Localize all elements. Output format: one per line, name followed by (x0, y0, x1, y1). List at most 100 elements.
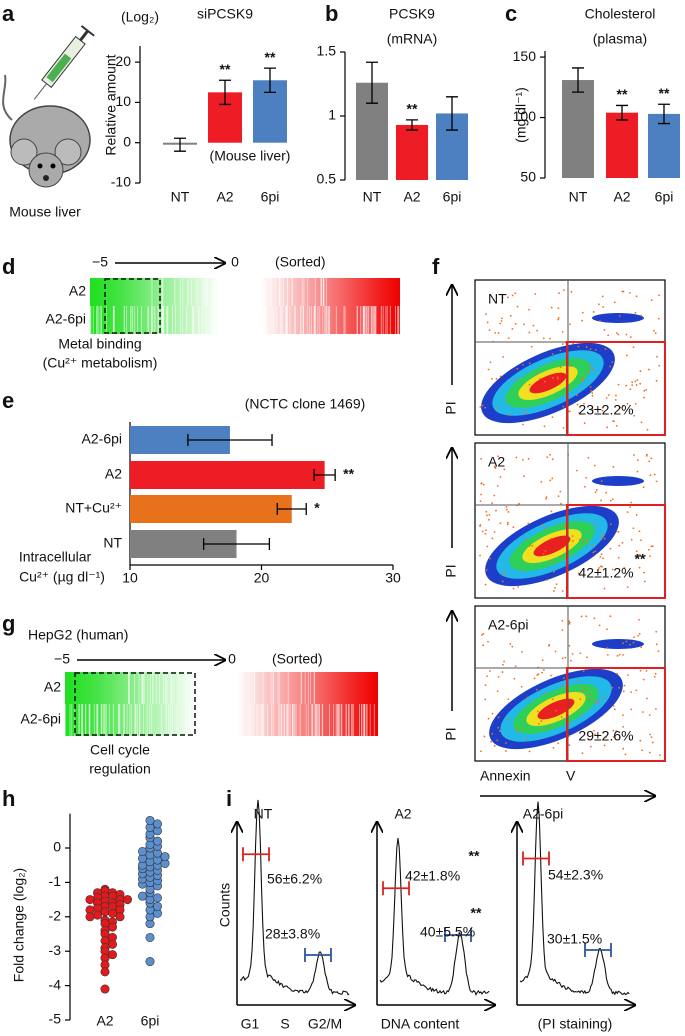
event (585, 346, 588, 348)
event (626, 402, 629, 405)
event (603, 697, 606, 699)
event (556, 378, 559, 380)
event (518, 502, 520, 505)
error-bar (658, 103, 670, 125)
event (583, 422, 586, 425)
event (625, 640, 628, 643)
event (535, 688, 538, 691)
event (639, 669, 642, 672)
event (582, 670, 585, 672)
event (561, 590, 564, 592)
event (633, 636, 635, 639)
histogram-curve (519, 801, 630, 996)
event (524, 412, 527, 415)
event (480, 457, 483, 460)
g2m-range (304, 948, 332, 962)
event (506, 296, 509, 299)
event (638, 530, 641, 533)
event (505, 742, 507, 744)
x-tick-label: 6pi (261, 189, 280, 205)
dot (100, 984, 110, 994)
event (491, 712, 494, 715)
dot (108, 908, 118, 918)
error-bar (264, 67, 276, 93)
error-bar (446, 96, 458, 131)
event (551, 559, 554, 562)
event (480, 482, 483, 485)
event (484, 698, 487, 701)
event (551, 698, 554, 701)
plot-label: A2 (488, 454, 505, 470)
caption: Cell cycle (90, 742, 150, 758)
y-axis-label: Fold change (log₂) (11, 868, 27, 982)
event (645, 670, 648, 672)
event (568, 735, 570, 737)
event (486, 321, 489, 324)
x-axis-label: Cu²⁺ (µg dl⁻¹) (19, 569, 105, 585)
event (489, 670, 491, 672)
event (551, 353, 554, 355)
event (658, 294, 660, 297)
event (502, 663, 504, 666)
chart-subtitle: (mRNA) (387, 31, 438, 47)
percent: 29±2.6% (578, 728, 633, 744)
event (639, 554, 642, 557)
event (593, 464, 596, 467)
annotation: (Mouse liver) (210, 148, 291, 164)
event (611, 686, 614, 689)
event (655, 379, 658, 382)
event (649, 555, 651, 558)
event (512, 587, 515, 590)
event (559, 556, 562, 559)
scale-label: −5 (92, 254, 108, 270)
error-bar (616, 104, 628, 121)
event (617, 530, 620, 533)
event (642, 678, 645, 681)
event (543, 425, 546, 428)
event (589, 348, 592, 351)
event (520, 569, 523, 572)
y-tick-label: 1.5 (317, 43, 337, 59)
event (550, 537, 552, 540)
percent: 42±1.2% (578, 565, 633, 581)
event (625, 354, 628, 357)
dot (145, 957, 155, 967)
percent: 23±2.2% (578, 402, 633, 418)
event (655, 630, 658, 633)
event (601, 533, 604, 535)
event (497, 406, 499, 409)
event (578, 412, 581, 414)
event (656, 355, 658, 358)
density (592, 313, 644, 323)
event (638, 632, 641, 635)
event (521, 650, 524, 653)
event (516, 305, 519, 308)
event (496, 484, 499, 487)
event (575, 680, 578, 682)
event (633, 414, 636, 417)
event (484, 684, 487, 687)
event (631, 381, 634, 384)
dot (153, 836, 163, 846)
event (582, 378, 585, 380)
event (604, 348, 607, 350)
event (540, 480, 543, 483)
event (503, 468, 506, 471)
panel-letter: f (432, 254, 440, 279)
event (527, 457, 530, 460)
event (479, 500, 482, 502)
event (609, 547, 612, 550)
event (607, 394, 610, 396)
event (634, 311, 637, 314)
event (501, 301, 503, 304)
event (548, 643, 551, 646)
event (636, 459, 639, 462)
x-tick-label: NT (363, 189, 382, 205)
dot (108, 922, 118, 932)
event (612, 465, 615, 468)
event (534, 293, 537, 295)
dot (100, 907, 110, 917)
event (634, 402, 637, 405)
dot (145, 932, 155, 942)
event (487, 717, 490, 720)
